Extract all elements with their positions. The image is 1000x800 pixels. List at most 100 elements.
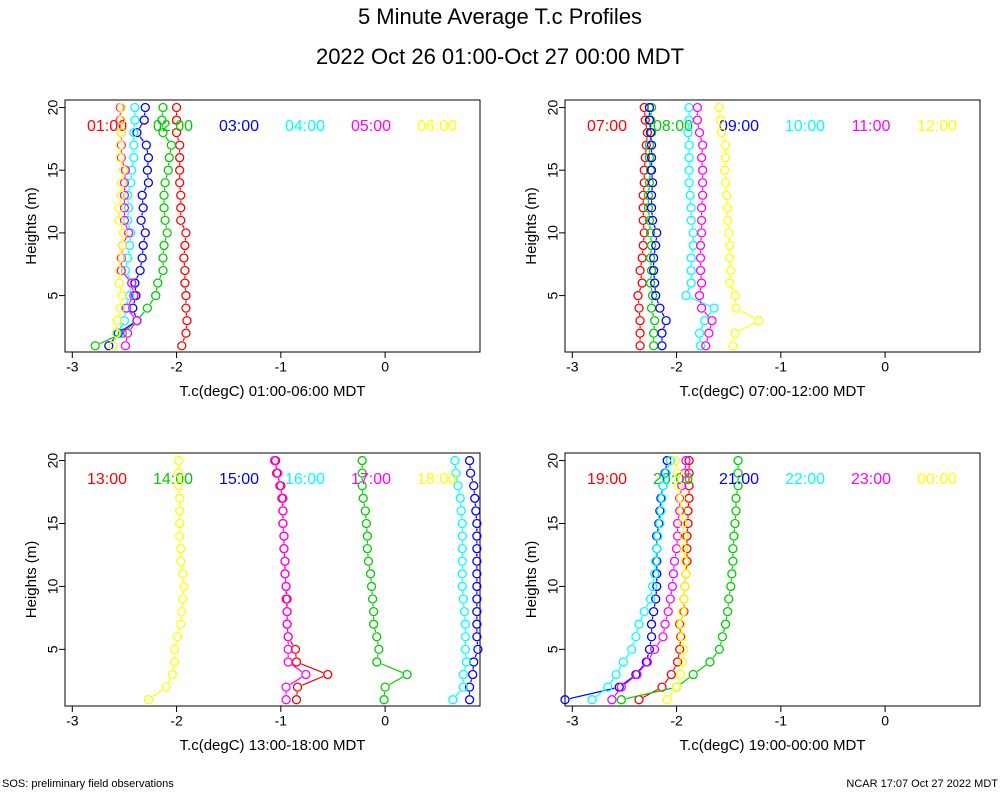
data-point xyxy=(178,569,188,579)
data-point xyxy=(116,127,126,138)
data-point xyxy=(472,531,482,541)
data-point xyxy=(684,468,694,478)
data-point xyxy=(652,544,662,554)
data-point xyxy=(128,303,138,313)
y-tick-label: 20 xyxy=(545,100,561,116)
data-point xyxy=(282,619,292,629)
data-point xyxy=(681,455,691,466)
data-point xyxy=(457,581,467,592)
data-point xyxy=(603,682,613,692)
connector xyxy=(625,653,630,659)
data-point xyxy=(130,115,140,125)
data-point xyxy=(114,215,124,226)
data-point xyxy=(180,278,190,288)
legend-label: 09:00 xyxy=(719,118,759,135)
data-point xyxy=(662,695,672,705)
data-point xyxy=(714,102,724,113)
legend-label: 14:00 xyxy=(153,471,193,488)
data-point xyxy=(646,153,657,163)
x-tick-label: 0 xyxy=(381,359,389,375)
data-point xyxy=(697,165,708,175)
connector xyxy=(119,324,123,330)
connector xyxy=(124,273,129,280)
data-point xyxy=(645,278,656,288)
data-point xyxy=(160,215,170,226)
data-point xyxy=(684,153,694,163)
data-point xyxy=(460,644,471,655)
data-point xyxy=(686,265,696,276)
data-point xyxy=(650,278,660,288)
connector xyxy=(136,274,139,279)
data-point xyxy=(705,657,715,667)
connector xyxy=(661,312,665,317)
data-point xyxy=(457,569,467,579)
data-point xyxy=(684,140,694,150)
y-tick-label: 10 xyxy=(545,225,561,241)
data-point xyxy=(460,632,471,642)
data-point xyxy=(457,531,467,541)
data-point xyxy=(179,253,189,263)
y-tick-label: 15 xyxy=(45,162,61,178)
connector xyxy=(656,300,659,304)
data-point xyxy=(657,682,667,692)
legend-label: 02:00 xyxy=(153,118,193,135)
data-point xyxy=(644,215,655,226)
connector xyxy=(667,465,670,469)
connector xyxy=(696,664,707,672)
y-tick-label: 5 xyxy=(545,291,561,299)
data-point xyxy=(644,115,655,125)
connector xyxy=(182,224,185,229)
data-point xyxy=(472,632,482,642)
data-point xyxy=(607,695,617,705)
data-point xyxy=(725,240,735,251)
connector xyxy=(129,311,135,318)
data-point xyxy=(692,102,703,113)
data-point xyxy=(176,203,186,213)
connector xyxy=(455,690,461,697)
data-point xyxy=(560,695,570,705)
data-point xyxy=(696,215,707,226)
data-point xyxy=(323,669,333,680)
plot-frame xyxy=(64,99,481,353)
connector xyxy=(381,663,403,674)
data-point xyxy=(720,619,731,629)
data-point xyxy=(468,669,478,680)
footer-left: SOS: preliminary field observations xyxy=(2,778,174,790)
connector xyxy=(275,465,278,469)
data-point xyxy=(727,569,737,579)
data-point xyxy=(728,341,738,351)
data-point xyxy=(661,316,671,326)
data-point xyxy=(179,581,189,592)
data-point xyxy=(728,556,738,566)
data-point xyxy=(725,253,735,263)
data-point xyxy=(158,265,168,276)
data-point xyxy=(652,581,662,592)
data-point xyxy=(116,102,126,113)
legend-label: 18:00 xyxy=(417,471,457,488)
connector xyxy=(165,174,168,179)
data-point xyxy=(360,506,370,516)
connector xyxy=(682,477,685,482)
data-point xyxy=(129,140,139,150)
data-point xyxy=(162,228,172,238)
data-point xyxy=(357,481,367,491)
data-point xyxy=(301,669,311,680)
data-point xyxy=(635,316,645,326)
data-point xyxy=(646,165,657,175)
data-point xyxy=(465,468,476,478)
data-point xyxy=(671,682,682,692)
data-point xyxy=(273,468,283,478)
data-point xyxy=(692,115,703,125)
data-point xyxy=(126,178,136,188)
data-point xyxy=(132,127,142,138)
data-point xyxy=(717,632,728,642)
data-point xyxy=(171,127,182,138)
x-tick-label: -1 xyxy=(275,713,288,729)
data-point xyxy=(680,468,690,478)
data-point xyxy=(181,328,191,338)
x-tick-label: -2 xyxy=(170,713,183,729)
data-point xyxy=(181,290,191,301)
data-point xyxy=(119,203,130,213)
data-point xyxy=(674,481,684,491)
data-point xyxy=(653,531,663,541)
